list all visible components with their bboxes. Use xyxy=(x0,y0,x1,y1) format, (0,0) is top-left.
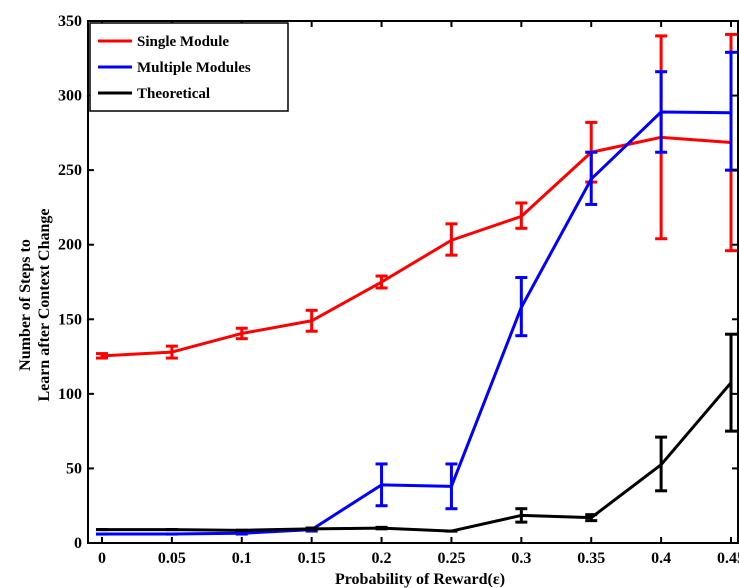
legend: Single Module Multiple Modules Theoretical xyxy=(89,22,289,112)
series-line xyxy=(101,110,732,536)
y-axis-label-line-1: Number of Steps to xyxy=(17,239,34,371)
y-tick-label: 200 xyxy=(58,237,82,254)
x-tick-label: 0.35 xyxy=(577,550,605,567)
y-tick-label: 300 xyxy=(58,88,82,105)
error-bar xyxy=(305,308,318,333)
error-bar xyxy=(165,344,178,360)
x-tick-label: 0.05 xyxy=(158,550,186,567)
legend-item: Multiple Modules xyxy=(98,60,251,76)
x-tick-label: 0.25 xyxy=(437,550,465,567)
axes-frame xyxy=(87,20,739,544)
error-bar xyxy=(655,70,668,154)
error-bar xyxy=(305,526,318,532)
x-tick-label: 0.4 xyxy=(651,550,671,567)
error-bar xyxy=(445,222,458,257)
y-tick-label: 150 xyxy=(58,311,82,328)
x-axis-label: Probability of Reward(ε) xyxy=(335,571,505,588)
series-2 xyxy=(95,50,738,536)
y-tick-label: 350 xyxy=(58,13,82,30)
x-tick-label: 0.1 xyxy=(232,550,252,567)
error-bar xyxy=(375,462,388,508)
error-bar xyxy=(585,513,598,523)
y-axis-label-line-2: Learn after Context Change xyxy=(36,208,53,401)
error-bar xyxy=(235,326,248,341)
error-bar xyxy=(445,462,458,511)
error-bar xyxy=(725,332,738,433)
x-tick-label: 0.15 xyxy=(298,550,326,567)
error-bar xyxy=(515,276,528,338)
y-axis-label: Number of Steps to Learn after Context C… xyxy=(17,208,53,401)
y-tick-label: 0 xyxy=(74,535,82,552)
error-bar xyxy=(515,507,528,524)
error-bar xyxy=(515,201,528,230)
series-line xyxy=(101,381,733,533)
y-tick-label: 250 xyxy=(58,162,82,179)
axes: 0 0.05 0.1 0.15 0.2 0.25 0.3 0.35 0.4 0.45 0 50 100 1… xyxy=(58,13,739,567)
error-bar xyxy=(95,352,108,360)
x-tick-label: 0.3 xyxy=(511,550,531,567)
error-bar xyxy=(235,531,248,536)
y-tick-label: 100 xyxy=(58,386,82,403)
legend-label: Single Module xyxy=(137,34,229,50)
x-tick-label: 0.2 xyxy=(372,550,392,567)
x-tick-label: 0.45 xyxy=(717,550,739,567)
legend-label: Theoretical xyxy=(137,86,210,102)
series-3 xyxy=(95,332,738,533)
x-tick-label: 0 xyxy=(98,550,106,567)
series-layer xyxy=(95,32,738,536)
error-bar xyxy=(655,435,668,493)
y-tick-label: 50 xyxy=(66,460,82,477)
legend-label: Multiple Modules xyxy=(137,60,251,76)
error-bar xyxy=(375,525,388,531)
error-bar xyxy=(585,150,598,206)
legend-item: Single Module xyxy=(98,34,229,50)
legend-item: Theoretical xyxy=(98,86,210,102)
error-bar xyxy=(375,274,388,290)
